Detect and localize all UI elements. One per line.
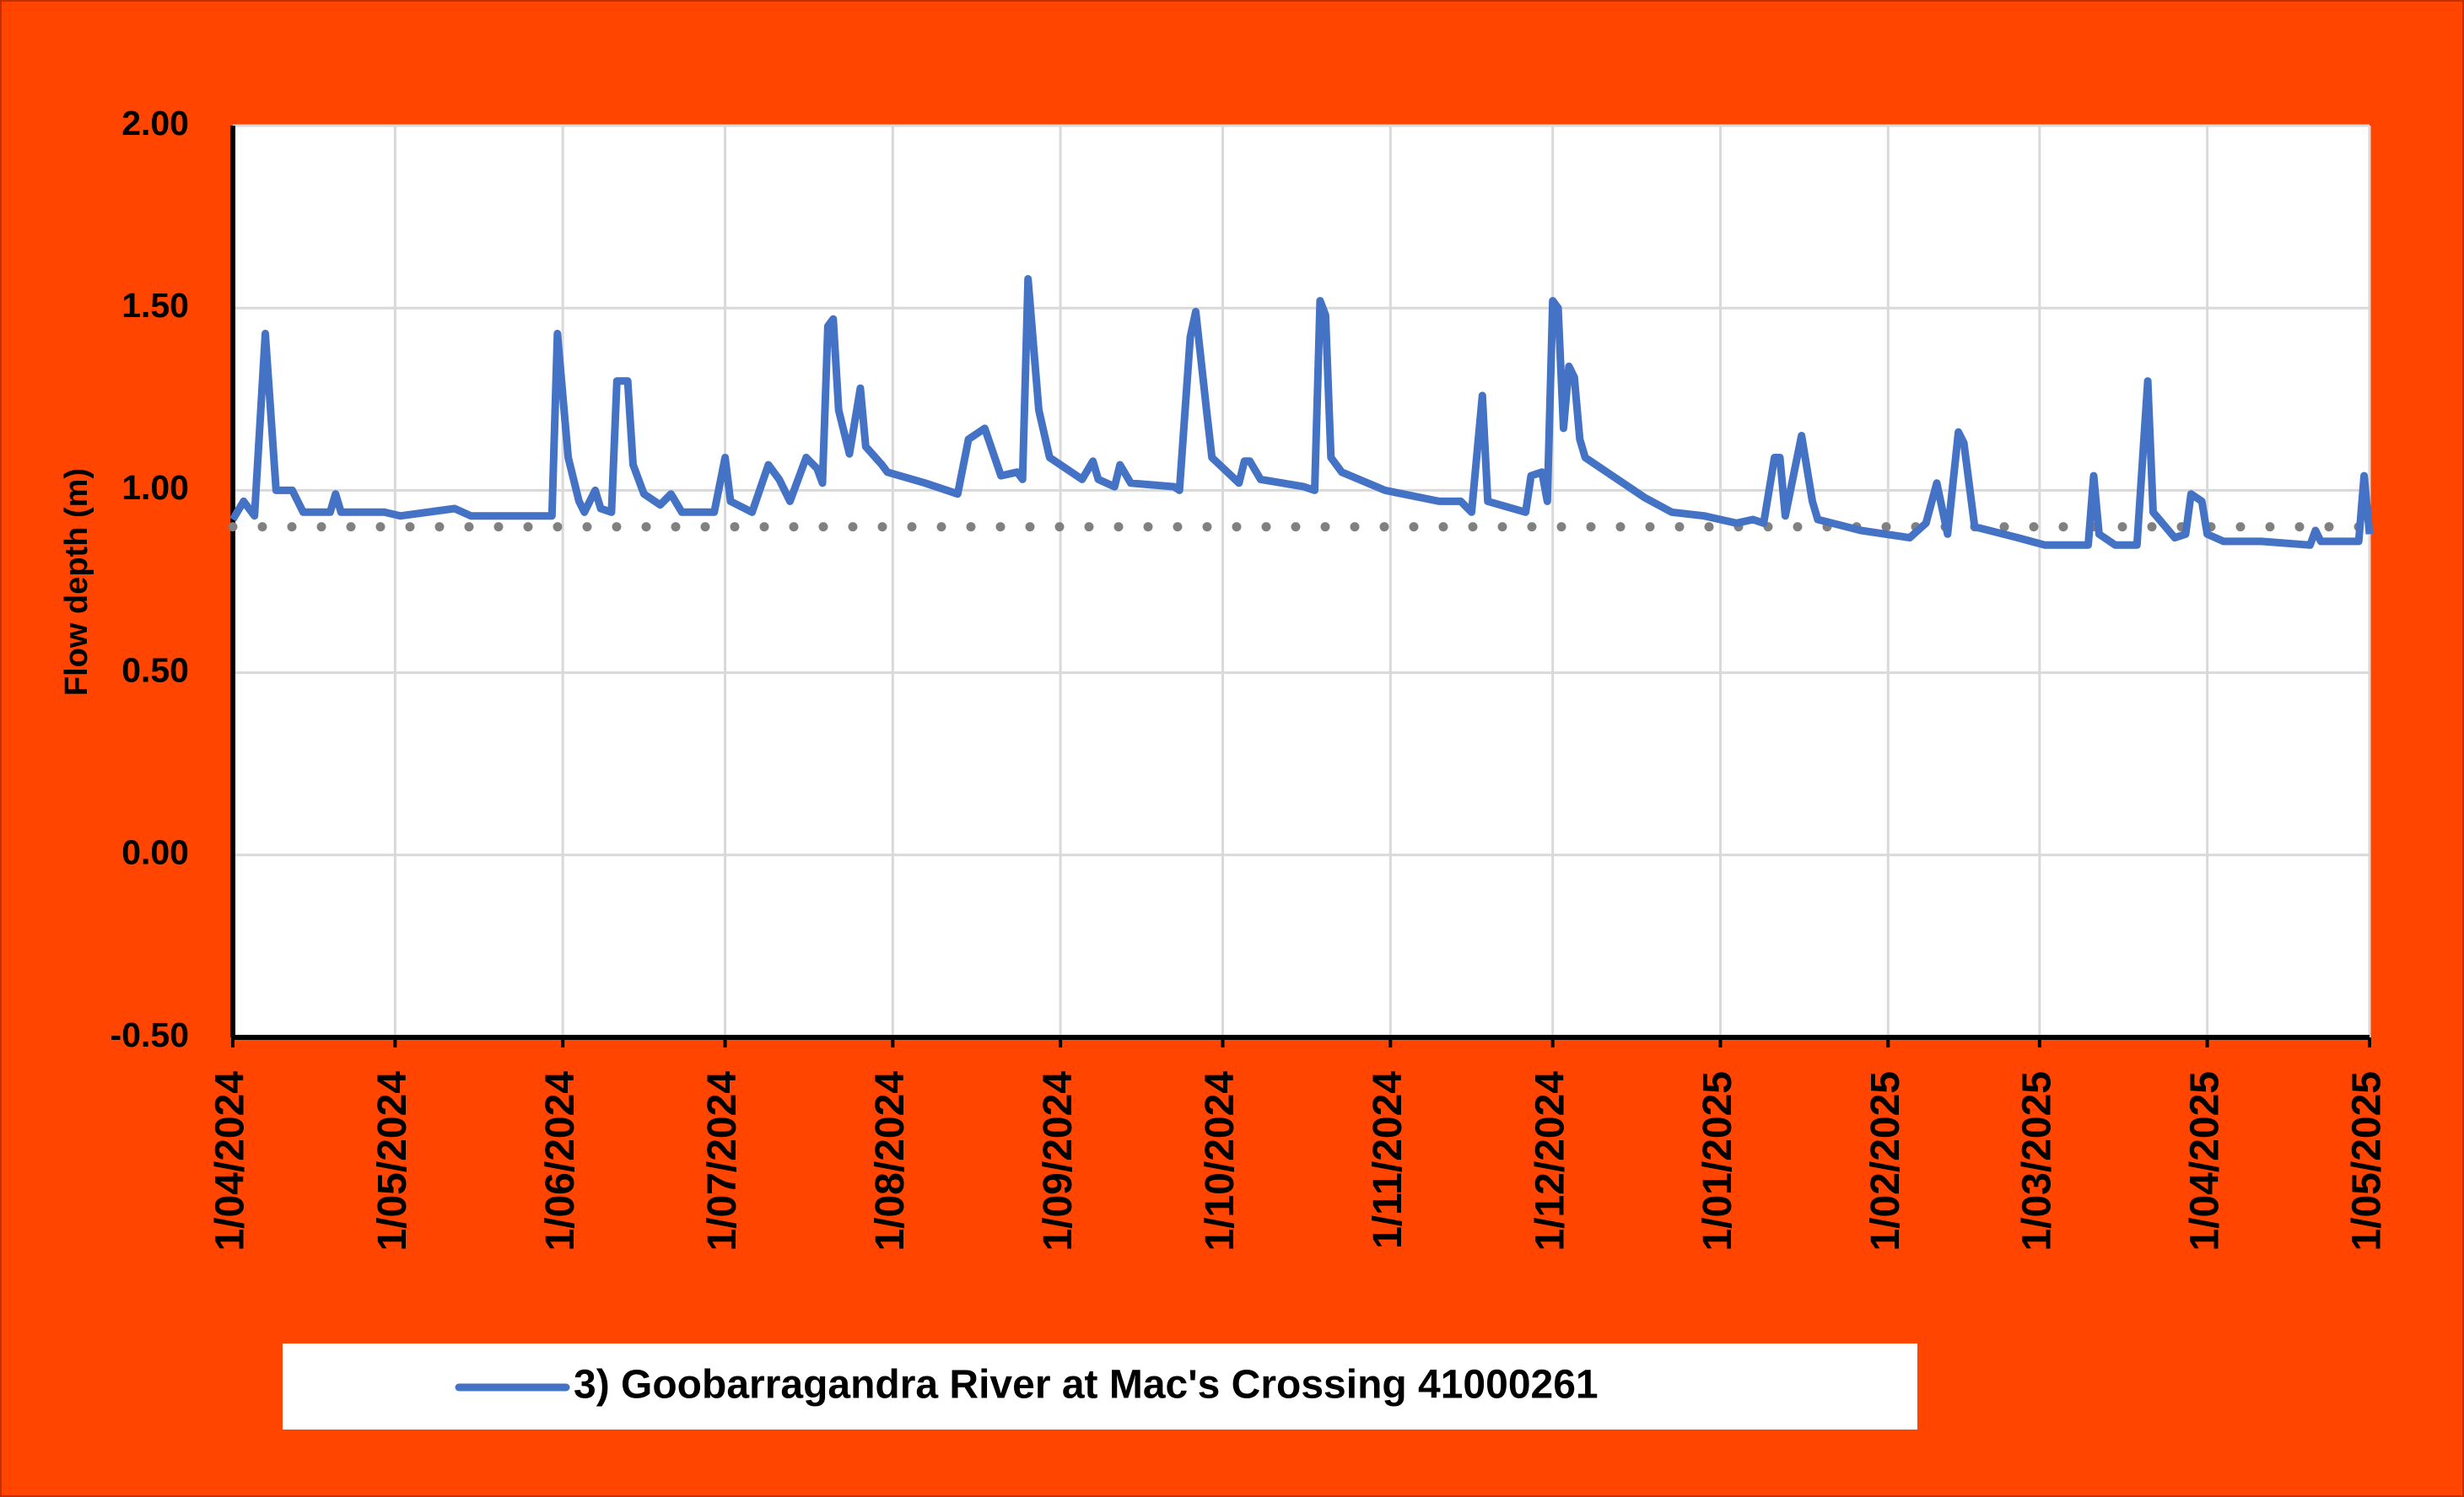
y-tick-label: 2.00 [121, 104, 189, 143]
x-tick-label: 1/10/2024 [1198, 1071, 1243, 1252]
x-tick-label: 1/06/2024 [538, 1071, 583, 1252]
data-line [229, 275, 2374, 549]
x-tick-label: 1/03/2025 [2014, 1071, 2059, 1252]
x-tick-label: 1/04/2025 [2182, 1071, 2227, 1252]
x-tick-label: 1/08/2024 [868, 1071, 913, 1252]
legend-label: 3) Goobarragandra River at Mac's Crossin… [574, 1363, 1599, 1408]
y-tick-label: 0.50 [121, 650, 189, 689]
y-tick-label: 0.00 [121, 833, 189, 872]
x-tick-label: 1/02/2025 [1863, 1071, 1908, 1252]
y-tick-label: -0.50 [111, 1015, 189, 1054]
x-tick-label: 1/01/2025 [1696, 1071, 1740, 1252]
y-tick-label: 1.00 [121, 468, 189, 507]
x-tick-label: 1/09/2024 [1036, 1071, 1081, 1252]
x-tick-label: 1/04/2024 [208, 1071, 253, 1252]
x-tick-label: 1/05/2024 [370, 1071, 415, 1252]
plot-area [233, 126, 2370, 1037]
x-tick-label: 1/11/2024 [1366, 1071, 1410, 1249]
x-tick-label: 1/12/2024 [1528, 1071, 1572, 1252]
y-tick-label: 1.50 [121, 286, 189, 325]
x-tick-label: 1/07/2024 [700, 1071, 745, 1252]
y-axis-title: Flow depth (m) [59, 468, 94, 696]
x-tick-label: 1/05/2025 [2345, 1071, 2390, 1252]
